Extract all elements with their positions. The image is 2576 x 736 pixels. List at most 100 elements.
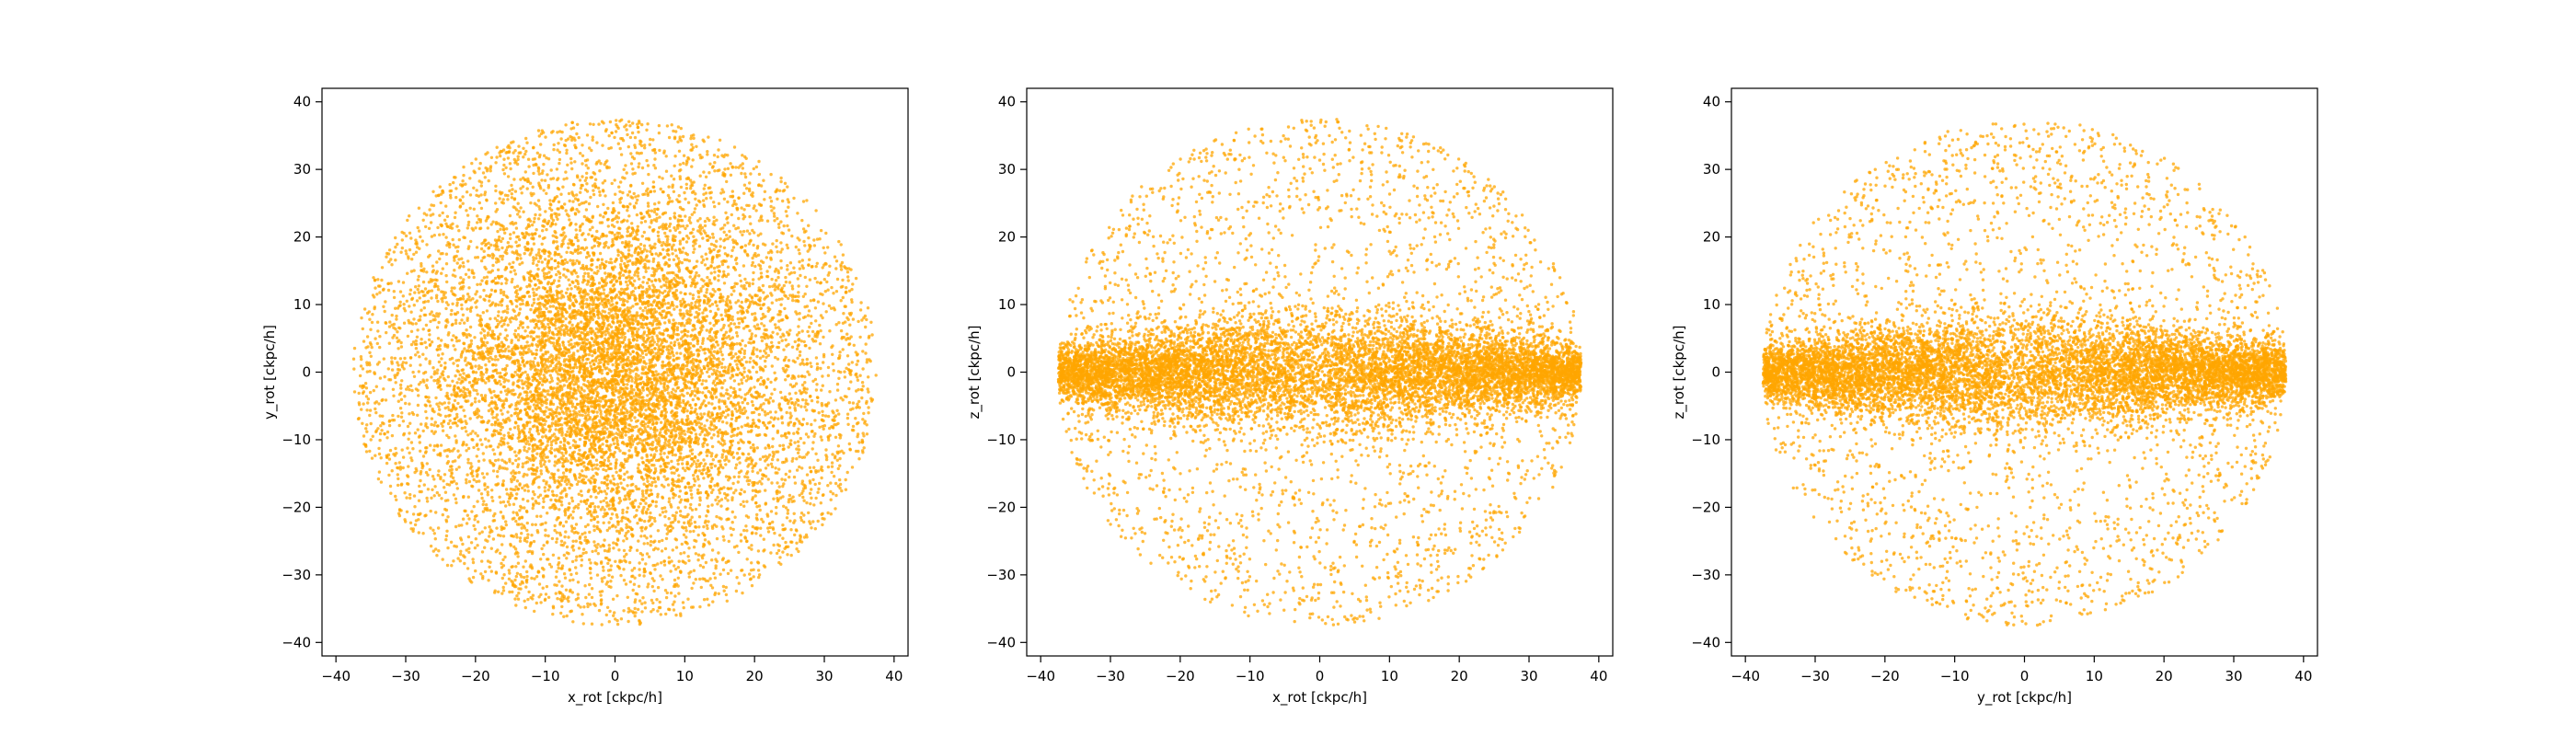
data-point bbox=[742, 286, 745, 290]
data-point bbox=[636, 607, 640, 612]
data-point bbox=[758, 508, 762, 512]
data-point bbox=[397, 423, 401, 428]
data-point bbox=[584, 550, 588, 555]
data-point bbox=[869, 320, 873, 324]
data-point bbox=[508, 419, 512, 422]
data-point bbox=[748, 232, 752, 236]
data-point bbox=[358, 374, 362, 378]
data-point bbox=[710, 373, 715, 376]
data-point bbox=[752, 340, 755, 344]
data-point bbox=[401, 294, 405, 298]
data-point bbox=[708, 321, 712, 325]
data-point bbox=[602, 215, 605, 219]
data-point bbox=[510, 477, 513, 481]
data-point bbox=[653, 480, 657, 484]
data-point bbox=[365, 423, 369, 427]
data-point bbox=[816, 458, 820, 462]
data-point bbox=[433, 485, 437, 489]
data-point bbox=[834, 507, 837, 511]
data-point bbox=[646, 201, 650, 205]
data-point bbox=[656, 230, 661, 234]
data-point bbox=[826, 414, 831, 419]
data-point bbox=[740, 381, 744, 385]
data-point bbox=[660, 409, 664, 414]
data-point bbox=[696, 199, 701, 202]
data-point bbox=[391, 387, 396, 391]
data-point bbox=[678, 231, 682, 235]
data-point bbox=[605, 605, 610, 609]
data-point bbox=[627, 317, 631, 321]
data-point bbox=[477, 167, 481, 170]
data-point bbox=[563, 576, 568, 580]
data-point bbox=[455, 301, 459, 305]
data-point bbox=[385, 330, 388, 335]
data-point bbox=[416, 351, 420, 354]
data-point bbox=[462, 236, 466, 239]
data-point bbox=[703, 521, 707, 524]
data-point bbox=[649, 489, 653, 492]
data-point bbox=[852, 343, 856, 347]
data-point bbox=[581, 433, 584, 437]
data-point bbox=[739, 533, 743, 536]
data-point bbox=[392, 250, 396, 254]
data-point bbox=[626, 506, 629, 510]
data-point bbox=[455, 261, 459, 265]
data-point bbox=[564, 520, 569, 523]
data-point bbox=[374, 454, 377, 457]
data-point bbox=[466, 293, 470, 296]
data-point bbox=[478, 295, 482, 299]
data-point bbox=[501, 201, 505, 205]
data-point bbox=[485, 293, 489, 298]
data-point bbox=[777, 560, 781, 565]
data-point bbox=[532, 291, 535, 294]
data-point bbox=[388, 320, 392, 324]
data-point bbox=[832, 475, 836, 478]
data-point bbox=[828, 329, 832, 333]
data-point bbox=[754, 370, 759, 374]
data-point bbox=[698, 432, 702, 436]
data-point bbox=[570, 591, 574, 594]
data-point bbox=[481, 311, 485, 315]
data-point bbox=[725, 179, 729, 184]
data-point bbox=[792, 196, 796, 201]
data-point bbox=[673, 582, 677, 587]
data-point bbox=[548, 402, 553, 407]
data-point bbox=[652, 471, 656, 475]
data-point bbox=[634, 485, 638, 489]
data-point bbox=[819, 501, 822, 505]
data-point bbox=[707, 504, 710, 508]
data-point bbox=[475, 189, 478, 192]
data-point bbox=[502, 157, 506, 161]
data-point bbox=[759, 526, 763, 530]
data-point bbox=[613, 233, 616, 236]
data-point bbox=[611, 474, 615, 478]
data-point bbox=[513, 335, 518, 339]
data-point bbox=[637, 539, 640, 543]
data-point bbox=[659, 465, 662, 468]
data-point bbox=[763, 297, 766, 301]
data-point bbox=[630, 425, 634, 429]
data-point bbox=[579, 251, 582, 255]
data-point bbox=[465, 522, 469, 525]
data-point bbox=[395, 336, 399, 339]
data-point bbox=[759, 214, 764, 218]
data-point bbox=[771, 437, 775, 441]
data-point bbox=[419, 449, 422, 453]
data-point bbox=[678, 489, 683, 493]
data-point bbox=[489, 167, 492, 170]
data-point bbox=[856, 359, 860, 363]
data-point bbox=[516, 488, 520, 491]
data-point bbox=[576, 251, 581, 255]
data-point bbox=[744, 187, 749, 190]
data-point bbox=[448, 419, 452, 422]
data-point bbox=[443, 361, 447, 365]
data-point bbox=[773, 378, 777, 382]
data-point bbox=[713, 161, 717, 165]
data-point bbox=[766, 377, 770, 381]
data-point bbox=[604, 582, 608, 586]
data-point bbox=[569, 496, 574, 500]
data-point bbox=[851, 282, 855, 286]
data-point bbox=[690, 586, 694, 591]
data-point bbox=[709, 466, 714, 469]
data-point bbox=[718, 491, 722, 495]
